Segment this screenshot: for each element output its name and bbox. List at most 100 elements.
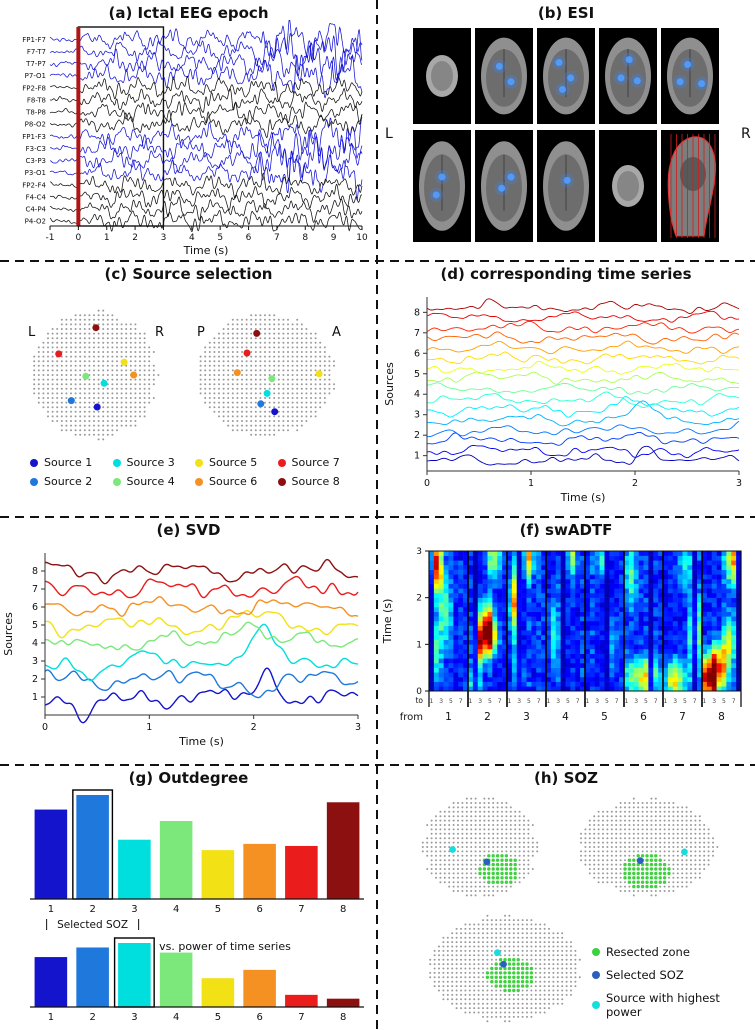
- legend-item: Source 3: [112, 453, 196, 472]
- outdegree-bar-chart: 1 2 3 4 5 6 7 8 Selected SOZ: [30, 789, 364, 931]
- legend-dot-icon: [195, 458, 203, 467]
- from-tick: 3: [523, 711, 530, 723]
- panel-f-title: (f) swADTF: [519, 521, 613, 539]
- eeg-trace: [49, 126, 363, 172]
- source-trace: [44, 667, 359, 724]
- eeg-channel-label: T8-P8: [25, 109, 46, 117]
- panel-b-title: (b) ESI: [537, 4, 595, 22]
- legend-item: Source 2: [30, 472, 113, 491]
- source-trace: [426, 340, 740, 355]
- y-tick: 4: [32, 638, 38, 649]
- y-tick: 7: [414, 328, 420, 339]
- eeg-trace: [49, 100, 363, 125]
- x-axis-label: Time (s): [178, 735, 224, 748]
- source-trace: [426, 391, 740, 408]
- eeg-trace: [49, 134, 363, 183]
- source-trace: [427, 371, 740, 385]
- source-dot: [263, 389, 271, 397]
- to-tick: 7: [615, 698, 619, 705]
- source-trace: [44, 669, 359, 699]
- y-axis-label: Sources: [2, 612, 15, 656]
- to-tick: 1: [430, 698, 434, 705]
- x-tick: 2: [132, 233, 138, 243]
- x-tick: 10: [356, 233, 368, 243]
- source-dot: [100, 379, 108, 387]
- source-traces: [44, 558, 359, 724]
- svd-plot: 0 1 2 3 1 2 3 4 5 6 7 8 Time (s) Sources: [2, 553, 361, 748]
- x-tick: 5: [215, 904, 221, 915]
- to-tick: 3: [595, 698, 599, 705]
- to-tick: 5: [527, 698, 531, 705]
- panel-swadtf: (f) swADTF 0 1 2 3 Time (s) 1 3 5 7 1 1 3 5 7 2 1 3 5 7 3 1 3…: [377, 517, 755, 764]
- legend-item: Source with highest power: [592, 991, 755, 1019]
- dot-grid: [429, 914, 581, 1023]
- source-trace: [426, 320, 739, 334]
- selected-soz-dot: [500, 960, 507, 968]
- source-trace: [426, 331, 740, 345]
- panel-soz: (h) SOZ Resected zone Selected SOZ Source …: [377, 765, 755, 1030]
- y-axis-label: Time (s): [381, 599, 394, 645]
- x-tick: 0: [42, 722, 48, 733]
- legend-item: Source 4: [112, 472, 196, 491]
- panel-e-title: (e) SVD: [156, 521, 221, 539]
- eeg-channel-label: FP1-F3: [22, 133, 46, 141]
- legend-dot-icon: [112, 477, 121, 486]
- divider-horizontal-1: [0, 260, 755, 262]
- x-tick: 4: [189, 233, 195, 243]
- eeg-channel-label: P8-O2: [25, 121, 46, 129]
- selected-soz-dot: [636, 857, 644, 865]
- source-trace: [426, 431, 740, 446]
- from-tick: 7: [679, 711, 686, 723]
- y-tick: 1: [32, 692, 38, 703]
- panel-outdegree: (g) Outdegree 1 2 3 4 5 6 7 8 Selected SOZ 1 2 3 4 5…: [0, 765, 377, 1030]
- eeg-trace: [49, 209, 362, 232]
- esi-slice-coronal: [475, 130, 533, 242]
- to-tick: 7: [537, 698, 541, 705]
- bar: [326, 998, 360, 1007]
- legend-label: Source 4: [126, 475, 175, 488]
- legend-item: Selected SOZ: [592, 968, 755, 982]
- from-tick: 6: [640, 711, 647, 723]
- eeg-trace: [49, 42, 363, 84]
- source-dot: [243, 349, 251, 357]
- bar: [34, 957, 68, 1007]
- x-tick: 2: [632, 478, 638, 489]
- source-dot: [92, 324, 100, 332]
- legend-label: Source 8: [291, 475, 340, 488]
- y-tick: 3: [416, 547, 422, 557]
- to-tick: 7: [654, 698, 658, 705]
- source-dot: [67, 397, 75, 405]
- bar: [326, 802, 360, 899]
- y-tick: 2: [414, 430, 420, 441]
- x-tick: 3: [131, 904, 137, 915]
- source-trace: [426, 421, 740, 438]
- x-tick: 8: [302, 233, 308, 243]
- from-tick: 5: [601, 711, 608, 723]
- source-trace: [426, 310, 740, 323]
- to-tick: 5: [722, 698, 726, 705]
- x-tick: 2: [89, 904, 95, 915]
- legend-dot-icon: [277, 477, 286, 486]
- panel-h-title: (h) SOZ: [533, 769, 599, 787]
- esi-slice-coronal: [599, 28, 657, 124]
- legend-label: Source 2: [44, 475, 93, 488]
- y-tick: 3: [414, 410, 420, 421]
- legend-dot-icon: [30, 458, 38, 467]
- x-tick: 2: [251, 722, 257, 733]
- to-tick: 5: [605, 698, 609, 705]
- x-tick: 1: [48, 904, 54, 915]
- source-trace: [427, 351, 740, 365]
- bar: [201, 850, 235, 899]
- to-tick: 3: [478, 698, 482, 705]
- bar: [243, 969, 276, 1007]
- x-tick: 5: [217, 233, 223, 243]
- x-tick: 0: [75, 233, 81, 243]
- x-tick: 6: [246, 233, 252, 243]
- source-trace: [426, 396, 740, 418]
- y-tick: 1: [414, 451, 420, 462]
- to-tick: 3: [634, 698, 638, 705]
- bar: [118, 943, 151, 1007]
- x-tick: 8: [340, 1012, 346, 1023]
- highest-power-dot: [449, 846, 456, 853]
- y-axis-label: Sources: [383, 362, 396, 406]
